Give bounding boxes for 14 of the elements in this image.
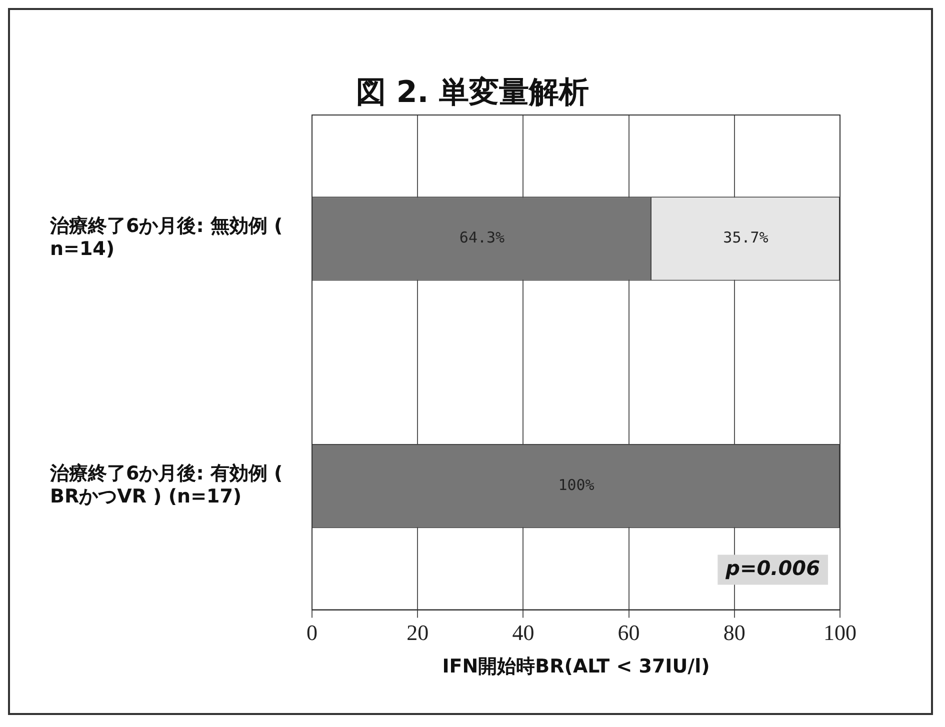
x-axis-title: IFN開始時BR(ALT < 37IU/l) — [442, 656, 710, 678]
y-tick-label: 治療終了6か月後: 無効例 (n=14) — [49, 215, 283, 260]
data-label: 64.3% — [459, 228, 505, 247]
annotation: p=0.006 — [724, 556, 820, 580]
x-tick-label: 0 — [306, 620, 318, 645]
data-label: 35.7% — [723, 228, 768, 247]
x-tick-label: 80 — [723, 620, 746, 645]
x-tick-label: 20 — [406, 620, 429, 645]
chart-title: 図 2. 単変量解析 — [354, 74, 590, 112]
x-tick-label: 40 — [512, 620, 534, 645]
y-tick-label: 治療終了6か月後: 有効例 (BRかつVR ) (n=17) — [49, 462, 283, 508]
x-tick-label: 100 — [824, 620, 856, 645]
data-label: 100% — [558, 476, 594, 494]
x-tick-label: 60 — [618, 620, 640, 645]
